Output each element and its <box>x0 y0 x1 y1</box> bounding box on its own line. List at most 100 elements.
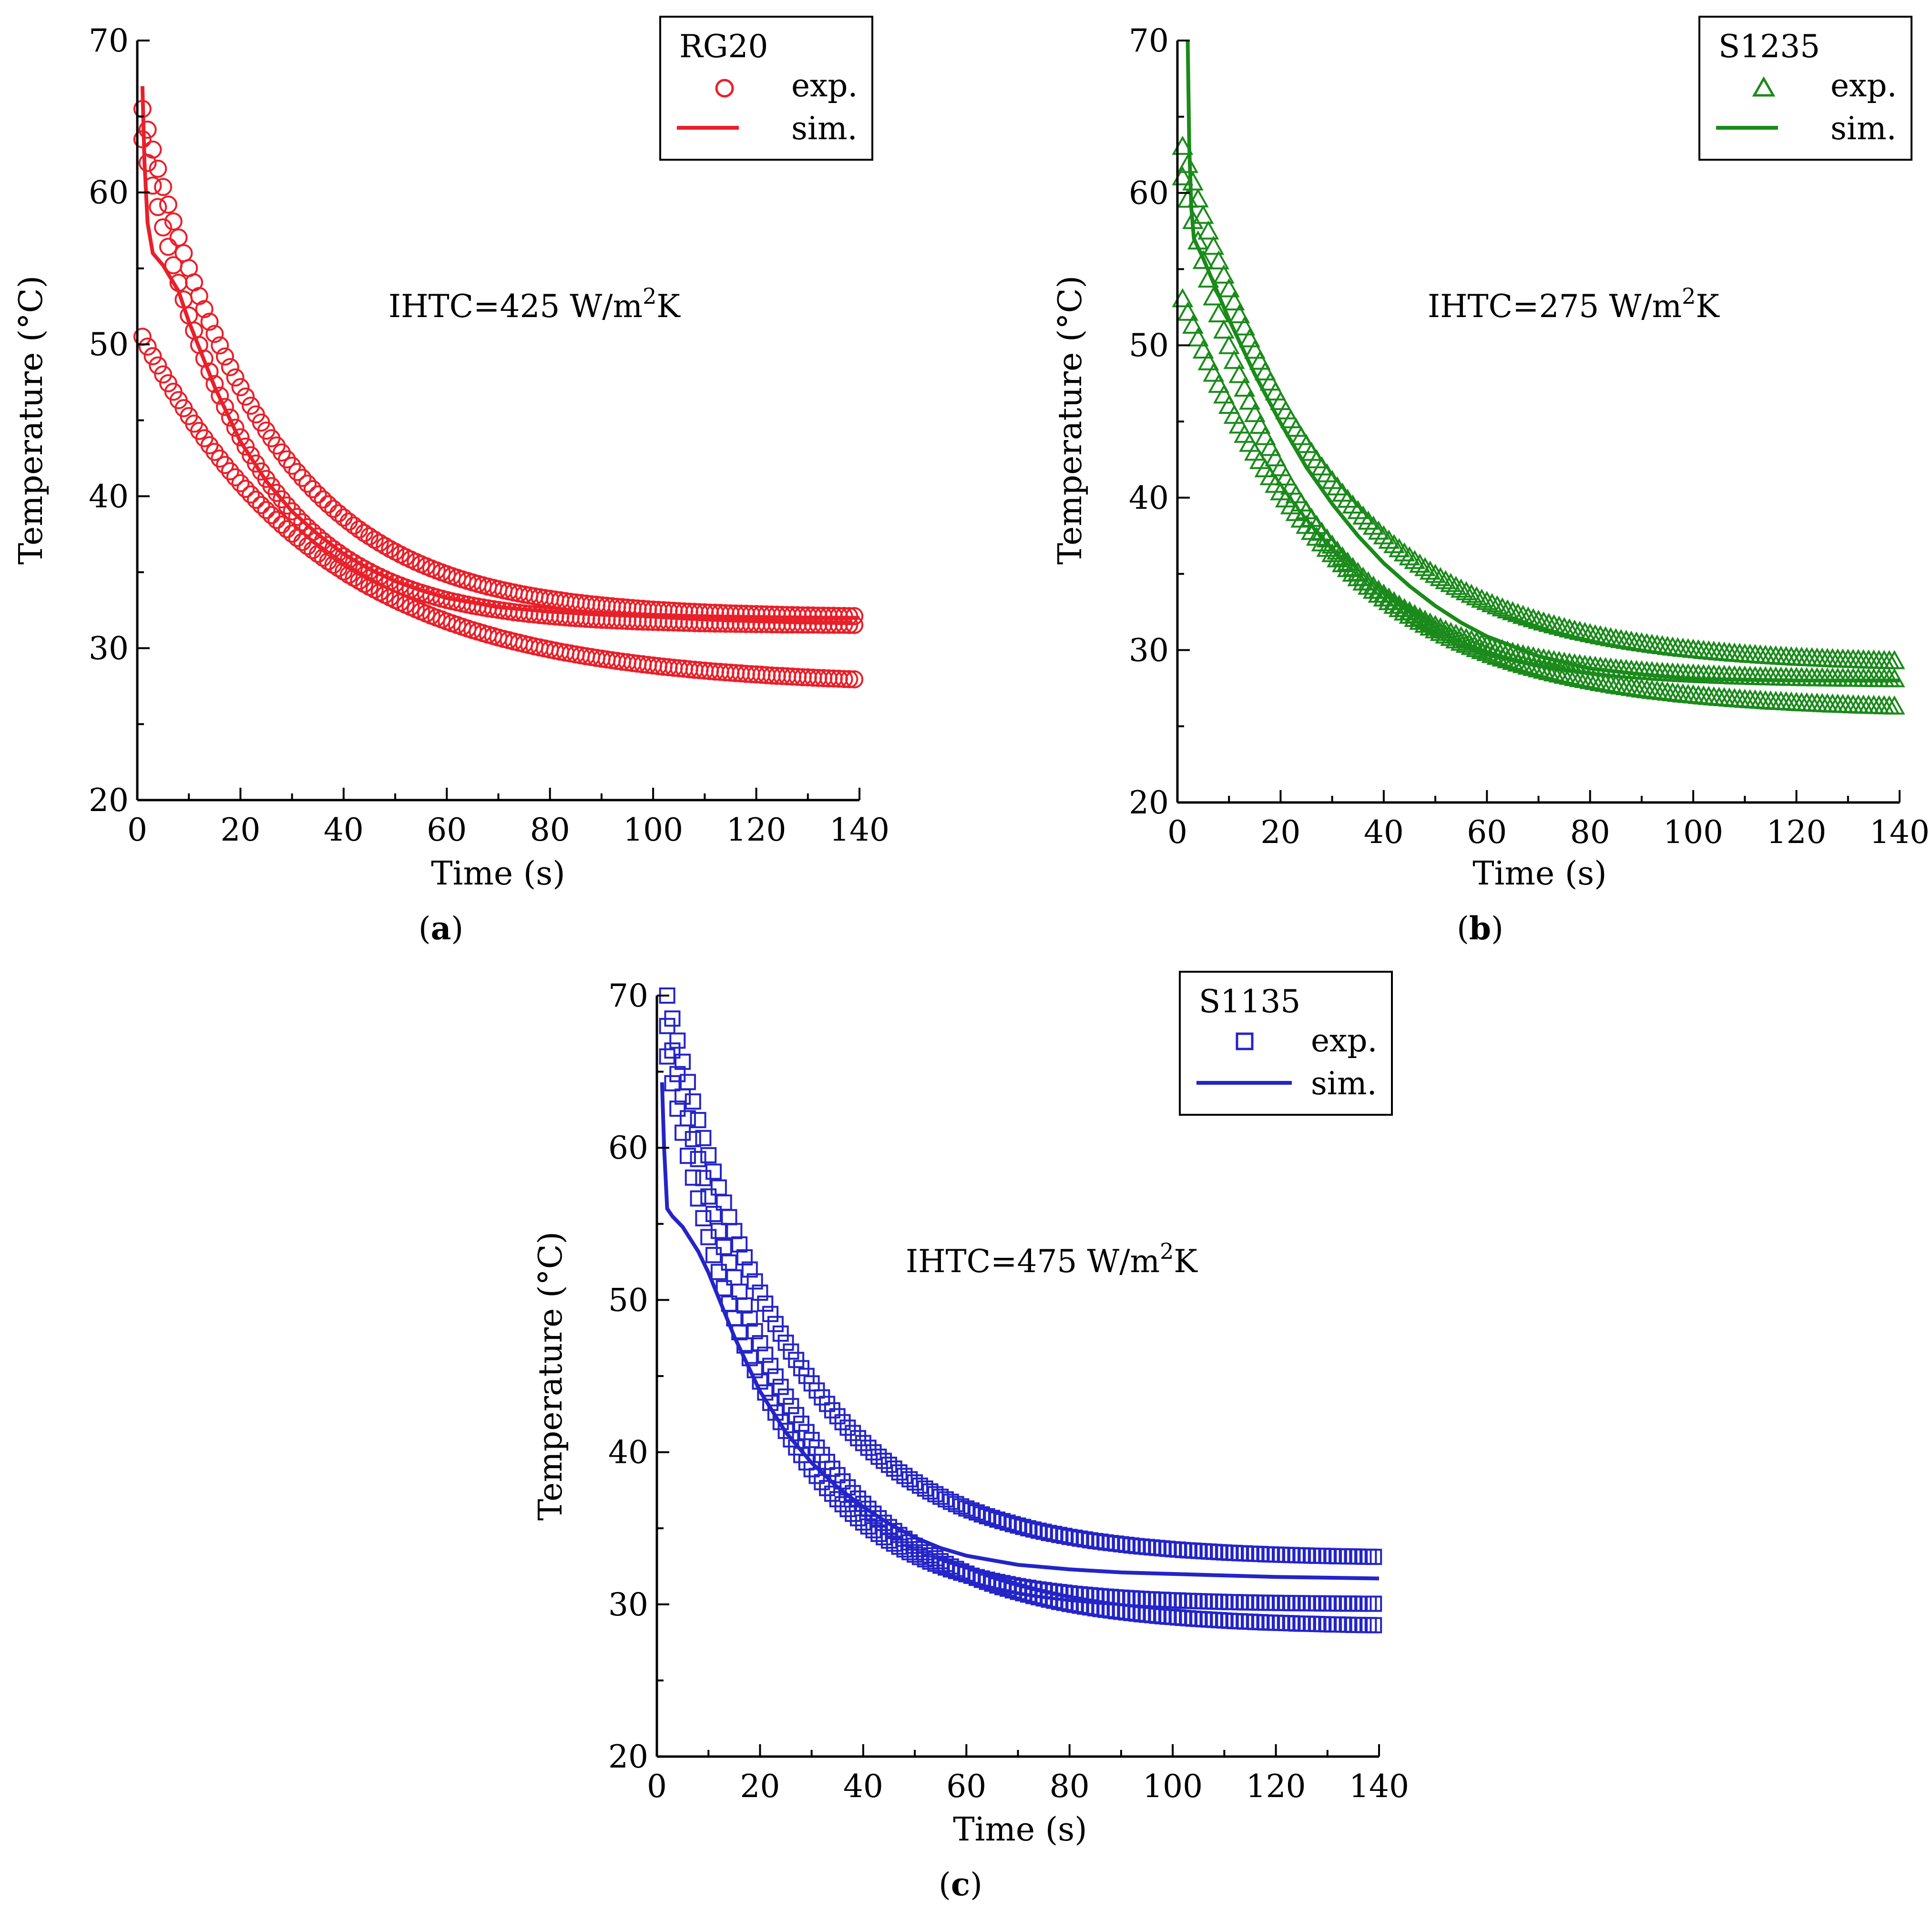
exp-point <box>1177 154 1199 173</box>
exp-point <box>1010 1517 1026 1534</box>
exp-point <box>149 198 167 216</box>
exp-point <box>932 1489 949 1505</box>
exp-point <box>1497 640 1518 660</box>
legend: S1135 exp. sim. <box>1179 971 1393 1116</box>
exp-point <box>1273 1614 1289 1631</box>
exp-point <box>1175 1542 1191 1558</box>
exp-point <box>783 1398 799 1414</box>
legend-title: S1235 <box>1718 28 1820 65</box>
y-tick-label: 60 <box>89 175 129 211</box>
exp-point <box>695 1210 712 1226</box>
exp-point <box>917 1551 933 1568</box>
exp-point <box>1206 1543 1222 1560</box>
exp-point <box>159 195 177 214</box>
exp-point <box>907 1546 923 1563</box>
exp-point <box>226 368 245 387</box>
exp-point <box>911 1549 928 1565</box>
sim-line <box>1186 40 1900 683</box>
exp-point <box>1538 613 1560 632</box>
exp-point <box>1430 567 1452 586</box>
exp-point <box>1259 371 1281 391</box>
exp-point <box>963 1502 980 1519</box>
exp-point <box>762 1357 779 1374</box>
exp-point <box>695 1170 712 1186</box>
exp-point <box>277 496 296 515</box>
exp-point <box>1234 423 1256 443</box>
exp-point <box>1187 188 1209 207</box>
exp-point <box>298 518 317 536</box>
exp-point <box>1340 1595 1357 1612</box>
sim-line <box>660 1082 1380 1581</box>
exp-point <box>1139 1606 1155 1623</box>
exp-point <box>1175 1593 1191 1609</box>
exp-point <box>1357 571 1379 591</box>
exp-point <box>1228 304 1250 323</box>
x-tick-label: 120 <box>1767 814 1827 851</box>
exp-point <box>777 1388 794 1405</box>
exp-point <box>1206 1612 1222 1628</box>
exp-point <box>1239 390 1260 410</box>
exp-point <box>1569 620 1591 640</box>
exp-point <box>1564 619 1585 639</box>
exp-point <box>1123 1590 1140 1607</box>
exp-point <box>1383 534 1405 554</box>
exp-point <box>741 1310 758 1327</box>
exp-point <box>1247 1545 1264 1562</box>
exp-point <box>721 1209 737 1225</box>
exp-point <box>1564 667 1585 686</box>
exp-point <box>1244 403 1266 422</box>
exp-point <box>1360 1617 1377 1634</box>
exp-point <box>819 1480 836 1496</box>
exp-point <box>1218 394 1240 414</box>
x-tick-label: 100 <box>1663 814 1723 851</box>
exp-point <box>695 1130 712 1146</box>
exp-point <box>726 1269 743 1286</box>
exp-point <box>1445 576 1467 595</box>
exp-point <box>741 1261 758 1278</box>
exp-point <box>1355 1595 1372 1612</box>
exp-point <box>1450 578 1472 598</box>
exp-point <box>1249 414 1271 434</box>
exp-point <box>1196 1593 1212 1610</box>
exp-point <box>221 462 239 481</box>
exp-point <box>1352 566 1374 586</box>
ihtc-annotation: IHTC=425 W/m2K <box>388 283 681 325</box>
y-tick-label: 40 <box>1129 480 1169 516</box>
exp-point <box>1309 1547 1326 1564</box>
exp-point <box>1139 1539 1155 1555</box>
exp-point <box>1298 1547 1315 1564</box>
exp-point <box>1533 611 1554 631</box>
exp-point <box>1309 1595 1326 1612</box>
exp-point <box>303 523 322 541</box>
exp-point <box>149 159 167 178</box>
exp-point <box>1227 1594 1243 1611</box>
exp-point <box>1185 1593 1202 1609</box>
exp-point <box>1257 1614 1274 1631</box>
exp-point <box>1227 1613 1243 1629</box>
exp-point <box>1373 583 1395 603</box>
exp-point <box>1185 1542 1202 1559</box>
x-tick-label: 100 <box>623 812 683 848</box>
exp-point <box>1197 220 1219 240</box>
exp-point <box>757 1347 774 1363</box>
exp-point <box>1169 1592 1186 1609</box>
exp-point <box>1223 350 1245 369</box>
exp-point <box>1273 1594 1289 1611</box>
x-tick-label: 80 <box>1050 1768 1090 1805</box>
exp-point <box>1200 1543 1217 1560</box>
exp-point <box>746 1323 763 1339</box>
y-tick-label: 60 <box>608 1130 648 1166</box>
exp-point <box>911 1477 928 1494</box>
exp-point <box>1004 1516 1021 1532</box>
exp-point <box>710 1264 727 1280</box>
exp-point <box>1221 1594 1238 1611</box>
exp-point <box>1883 695 1905 715</box>
exp-point <box>355 524 374 542</box>
exp-point <box>845 1505 861 1522</box>
exp-point <box>1435 570 1457 589</box>
exp-point <box>1517 606 1539 626</box>
exp-point <box>1466 631 1488 651</box>
exp-point <box>685 1093 701 1110</box>
ihtc-text: IHTC=475 W/m <box>906 1243 1160 1280</box>
